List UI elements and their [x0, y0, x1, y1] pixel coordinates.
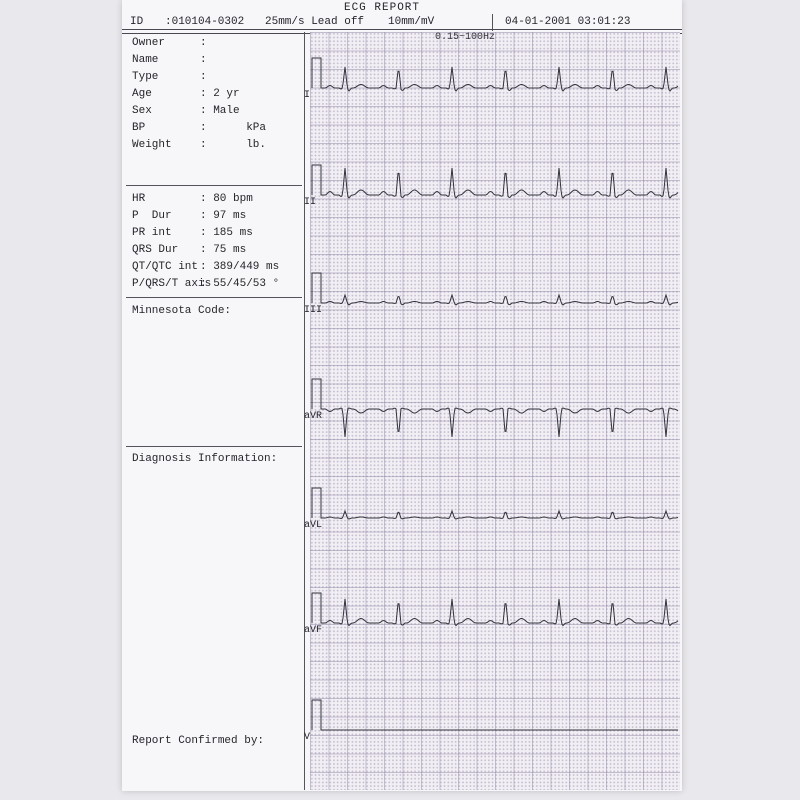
row-value: : 389/449 ms: [200, 261, 280, 273]
panel-divider: [304, 32, 305, 790]
gain-setting: 10mm/mV: [388, 16, 435, 28]
filter-bandwidth-label: 0.15~100Hz: [434, 32, 495, 43]
lead-label-aVR: aVR: [304, 411, 323, 422]
row-value: : 2 yr: [200, 88, 240, 100]
paper-speed-lead-status: 25mm/s Lead off: [265, 16, 365, 28]
info-row-name: Name:: [122, 54, 304, 71]
section-rule: [126, 297, 302, 298]
info-row-hr: HR : 80 bpm: [122, 193, 304, 210]
row-label: Name: [132, 54, 159, 66]
ecg-trace-aVF: [311, 592, 679, 627]
info-row-p-qrs-t-axis: P/QRS/T axis: 55/45/53 °: [122, 278, 304, 295]
lead-label-aVL: aVL: [304, 520, 323, 531]
info-row-age: Age : 2 yr: [122, 88, 304, 105]
ecg-trace-V: [311, 699, 678, 731]
row-label: QT/QTC int: [132, 261, 199, 273]
section-rule: [126, 446, 302, 447]
row-label: P/QRS/T axis: [132, 278, 212, 290]
lead-label-II: II: [304, 197, 317, 208]
row-value: : 55/45/53 °: [200, 278, 280, 290]
row-value: : 97 ms: [200, 210, 247, 222]
info-panel: Owner: Name: Type: Age: 2 yr Sex: Male BP: kP…: [122, 32, 304, 791]
row-value: : Male: [200, 105, 240, 117]
row-value: :: [200, 71, 207, 83]
lead-label-aVF: aVF: [304, 625, 323, 636]
row-value: :: [200, 54, 207, 66]
minnesota-code-heading: Minnesota Code:: [132, 305, 232, 317]
info-row-p-dur: P Dur : 97 ms: [122, 210, 304, 227]
info-row-qt-qtc-int: QT/QTC int: 389/449 ms: [122, 261, 304, 278]
row-label: Owner: [132, 37, 166, 49]
row-label: Age: [132, 88, 152, 100]
report-title: ECG REPORT: [343, 2, 420, 14]
report-datetime: 04-01-2001 03:01:23: [505, 16, 631, 28]
row-label: QRS Dur: [132, 244, 179, 256]
row-label: Sex: [132, 105, 152, 117]
info-row-weight: Weight : lb.: [122, 139, 304, 156]
info-row-owner: Owner:: [122, 37, 304, 54]
section-rule: [126, 185, 302, 186]
row-value: : kPa: [200, 122, 267, 134]
id-value: :010104-0302: [165, 16, 245, 28]
ecg-traces: [311, 57, 679, 731]
lead-label-V: V: [304, 732, 311, 743]
row-label: P Dur: [132, 210, 172, 222]
row-label: HR: [132, 193, 146, 205]
row-label: PR int: [132, 227, 172, 239]
row-value: : 80 bpm: [200, 193, 253, 205]
report-confirmed-heading: Report Confirmed by:: [132, 735, 265, 747]
ecg-trace-aVL: [311, 487, 679, 520]
info-row-type: Type:: [122, 71, 304, 88]
info-row-bp: BP : kPa: [122, 122, 304, 139]
row-value: :: [200, 37, 207, 49]
info-row-sex: Sex : Male: [122, 105, 304, 122]
info-row-pr-int: PR int : 185 ms: [122, 227, 304, 244]
row-label: BP: [132, 122, 146, 134]
ecg-trace-I: [311, 57, 679, 92]
ecg-trace-III: [311, 272, 679, 306]
ecg-grid-paper: 0.15~100Hz I II III aVR aVL aVF V: [304, 32, 680, 790]
info-row-qrs-dur: QRS Dur : 75 ms: [122, 244, 304, 261]
row-label: Weight: [132, 139, 172, 151]
lead-label-I: I: [304, 90, 311, 101]
diagnosis-heading: Diagnosis Information:: [132, 453, 278, 465]
row-value: : 75 ms: [200, 244, 247, 256]
ecg-trace-II: [311, 164, 679, 199]
id-label: ID: [130, 16, 144, 28]
ecg-trace-aVR: [311, 378, 679, 438]
ecg-report-page: ECG REPORT ID :010104-0302 25mm/s Lead o…: [122, 0, 682, 791]
header-divider: [492, 14, 493, 31]
lead-label-III: III: [304, 305, 323, 316]
row-value: : lb.: [200, 139, 267, 151]
row-label: Type: [132, 71, 159, 83]
row-value: : 185 ms: [200, 227, 253, 239]
